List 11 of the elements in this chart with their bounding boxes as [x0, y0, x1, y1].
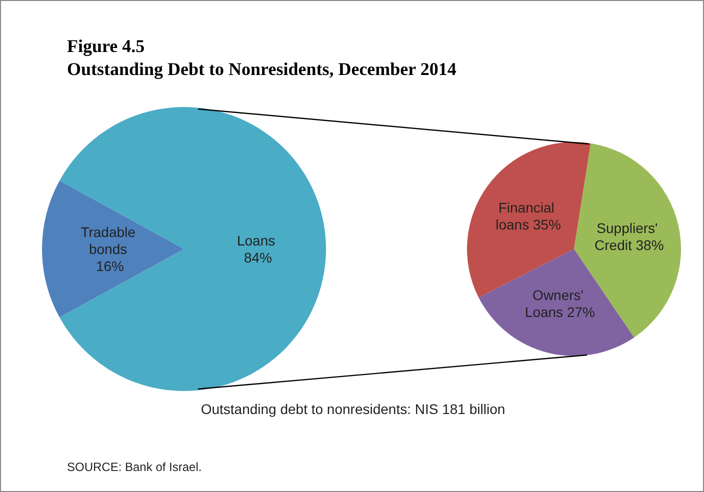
slice-label: Financial loans 35% [496, 199, 561, 232]
data-label: 84% [244, 250, 272, 266]
text: Outstanding debt to nonresidents: NIS 181 billion [200, 401, 506, 417]
slice-label: Suppliers' Credit 38% [594, 220, 664, 254]
slice-label: Loans [236, 232, 280, 248]
chart-title: Figure 4.5 [67, 35, 146, 58]
data-label: 16% [96, 258, 124, 274]
slice-label: Owners' Loans 27% [524, 287, 595, 320]
chart-subtitle: Outstanding Debt to Nonresidents, December 2014 [67, 58, 456, 81]
source-note: SOURCE: Bank of Israel. [67, 460, 202, 474]
slice-label: Tradable bonds [80, 224, 140, 257]
